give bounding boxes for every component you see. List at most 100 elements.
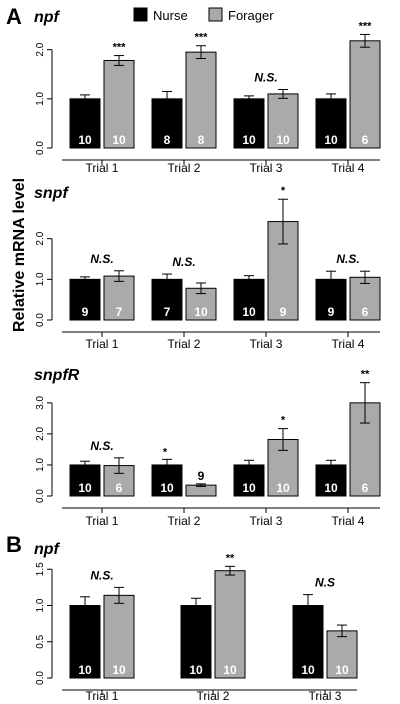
n-label: 7: [116, 305, 123, 319]
n-label: 10: [160, 481, 174, 495]
n-label: 9: [82, 305, 89, 319]
bar-forager: [349, 40, 381, 149]
n-label: 9: [198, 469, 205, 483]
y-tick-label: 1.0: [35, 598, 46, 612]
n-label: 6: [362, 481, 369, 495]
significance-label: **: [226, 552, 235, 564]
n-label: 10: [112, 663, 126, 677]
y-tick-label: 1.0: [35, 272, 46, 286]
significance-label: **: [361, 369, 370, 381]
n-label: 9: [328, 305, 335, 319]
y-tick-label: 0.0: [35, 141, 46, 155]
bar-nurse: [315, 98, 347, 149]
bar-forager: [349, 276, 381, 321]
n-label: 10: [276, 133, 290, 147]
legend: Nurse Forager: [133, 7, 274, 23]
bar-nurse: [151, 98, 183, 149]
n-label: 10: [301, 663, 315, 677]
significance-label: N.S.: [172, 255, 195, 269]
category-label: Trial 3: [309, 689, 342, 703]
n-label: 10: [324, 481, 338, 495]
y-tick-label: 0.0: [35, 671, 46, 685]
n-label: 10: [242, 133, 256, 147]
n-label: 8: [198, 133, 205, 147]
bar-forager: [103, 465, 135, 497]
category-label: Trial 1: [86, 514, 119, 528]
y-tick-label: 2.0: [35, 42, 46, 56]
category-label: Trial 4: [332, 161, 365, 175]
y-tick-label: 0.0: [35, 313, 46, 327]
panel-label-a: A: [6, 4, 22, 29]
significance-label: ***: [359, 20, 373, 32]
n-label: 6: [116, 481, 123, 495]
n-label: 10: [242, 305, 256, 319]
category-label: Trial 3: [250, 337, 283, 351]
bar-nurse: [69, 278, 101, 321]
chart-title: npf: [34, 541, 61, 558]
bar-nurse: [315, 464, 347, 497]
y-axis-label: Relative mRNA level: [11, 178, 28, 332]
y-tick-label: 1.5: [35, 562, 46, 576]
chart-title: snpf: [34, 185, 69, 202]
n-label: 7: [164, 305, 171, 319]
bar-forager: [214, 570, 246, 679]
category-label: Trial 4: [332, 514, 365, 528]
bar-forager: [185, 51, 217, 149]
y-tick-label: 2.0: [35, 231, 46, 245]
n-label: 10: [324, 133, 338, 147]
significance-label: N.S.: [336, 252, 359, 266]
y-tick-label: 0.0: [35, 489, 46, 503]
bar-forager: [103, 59, 135, 149]
significance-label: *: [281, 185, 286, 197]
chart-1: npf 0.0 1.0 2.0 Trial 1 10 10 *** Trial 2 8 8 *** Tr…: [34, 9, 381, 175]
significance-label: N.S.: [90, 252, 113, 266]
y-tick-label: 0.5: [35, 634, 46, 648]
significance-label: ***: [113, 42, 127, 54]
n-label: 10: [242, 481, 256, 495]
significance-label: ***: [195, 32, 209, 44]
y-tick-label: 1.0: [35, 91, 46, 105]
n-label: 9: [280, 305, 287, 319]
legend-swatch-forager: [208, 7, 223, 22]
category-label: Trial 3: [250, 514, 283, 528]
legend-swatch-nurse: [133, 7, 148, 22]
significance-label: N.S: [315, 576, 335, 590]
chart-3: snpfR 0.0 1.0 2.0 3.0 Trial 1 10 6 N.S. Trial 2 10…: [34, 367, 381, 528]
bar-nurse: [69, 605, 101, 679]
category-label: Trial 1: [86, 689, 119, 703]
n-label: 10: [223, 663, 237, 677]
category-label: Trial 2: [197, 689, 230, 703]
significance-label: N.S.: [90, 568, 113, 582]
category-label: Trial 2: [168, 337, 201, 351]
bar-nurse: [292, 605, 324, 679]
n-label: 10: [112, 133, 126, 147]
n-label: 8: [164, 133, 171, 147]
significance-label: N.S.: [90, 439, 113, 453]
bar-nurse: [233, 464, 265, 497]
n-label: 10: [78, 663, 92, 677]
legend-label-forager: Forager: [228, 8, 274, 23]
n-label: 6: [362, 305, 369, 319]
n-label: 10: [335, 663, 349, 677]
bar-forager: [267, 93, 299, 149]
n-label: 10: [78, 133, 92, 147]
category-label: Trial 2: [168, 514, 201, 528]
significance-label: N.S.: [254, 70, 277, 84]
chart-title: npf: [34, 9, 61, 26]
category-label: Trial 3: [250, 161, 283, 175]
y-tick-label: 3.0: [35, 395, 46, 409]
n-label: 10: [78, 481, 92, 495]
chart-4: npf 0.0 0.5 1.0 1.5 Trial 1 10 10 N.S. Trial 2 10 1…: [34, 541, 358, 703]
category-label: Trial 1: [86, 161, 119, 175]
chart-2: snpf 0.0 1.0 2.0 Trial 1 9 7 N.S. Trial 2 7 10 N.S.…: [34, 185, 381, 351]
bar-nurse: [233, 98, 265, 149]
bar-nurse: [69, 98, 101, 149]
chart-title: snpfR: [34, 367, 80, 384]
n-label: 10: [276, 481, 290, 495]
y-tick-label: 1.0: [35, 458, 46, 472]
n-label: 10: [189, 663, 203, 677]
significance-label: *: [163, 446, 168, 458]
category-label: Trial 1: [86, 337, 119, 351]
